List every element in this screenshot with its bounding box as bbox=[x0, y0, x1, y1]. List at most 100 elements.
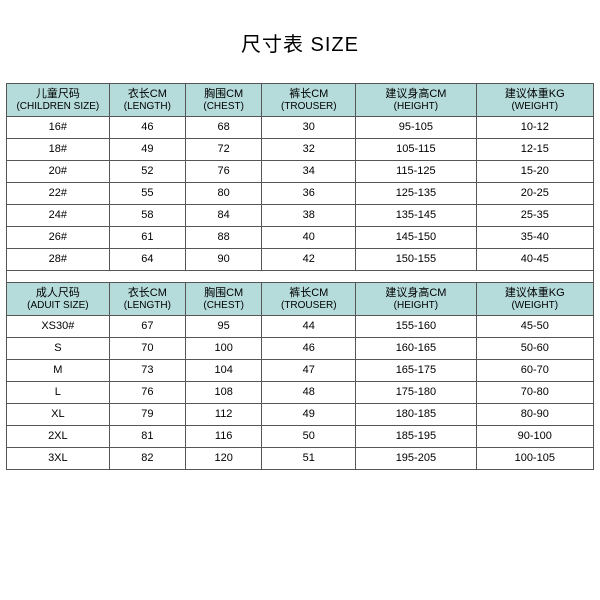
cell: 100 bbox=[186, 338, 262, 360]
cell: 50-60 bbox=[476, 338, 593, 360]
cell: 76 bbox=[109, 382, 185, 404]
adult-row: L7610848175-18070-80 bbox=[7, 382, 594, 404]
children-header-cell: 建议体重KG(WEIGHT) bbox=[476, 84, 593, 117]
cell: 67 bbox=[109, 316, 185, 338]
header-en: (CHEST) bbox=[188, 101, 259, 113]
cell: 64 bbox=[109, 249, 185, 271]
cell: 45-50 bbox=[476, 316, 593, 338]
header-cn: 建议体重KG bbox=[479, 287, 591, 300]
cell: 160-165 bbox=[356, 338, 476, 360]
cell: 48 bbox=[262, 382, 356, 404]
cell: 100-105 bbox=[476, 448, 593, 470]
cell: 46 bbox=[262, 338, 356, 360]
cell: 2XL bbox=[7, 426, 110, 448]
cell: 88 bbox=[186, 227, 262, 249]
header-en: (WEIGHT) bbox=[479, 101, 591, 113]
header-cn: 裤长CM bbox=[264, 88, 353, 101]
adult-row: XS30#679544155-16045-50 bbox=[7, 316, 594, 338]
cell: 175-180 bbox=[356, 382, 476, 404]
cell: 24# bbox=[7, 205, 110, 227]
cell: 60-70 bbox=[476, 360, 593, 382]
header-en: (TROUSER) bbox=[264, 300, 353, 312]
cell: 84 bbox=[186, 205, 262, 227]
cell: 135-145 bbox=[356, 205, 476, 227]
header-en: (CHEST) bbox=[188, 300, 259, 312]
cell: 95 bbox=[186, 316, 262, 338]
header-en: (LENGTH) bbox=[112, 101, 183, 113]
adult-header-row: 成人尺码(ADUIT SIZE)衣长CM(LENGTH)胸围CM(CHEST)裤… bbox=[7, 283, 594, 316]
cell: XS30# bbox=[7, 316, 110, 338]
cell: 61 bbox=[109, 227, 185, 249]
children-row: 28#649042150-15540-45 bbox=[7, 249, 594, 271]
cell: 40-45 bbox=[476, 249, 593, 271]
cell: 80 bbox=[186, 183, 262, 205]
cell: 36 bbox=[262, 183, 356, 205]
adult-header-cell: 衣长CM(LENGTH) bbox=[109, 283, 185, 316]
cell: 90-100 bbox=[476, 426, 593, 448]
cell: 180-185 bbox=[356, 404, 476, 426]
cell: 105-115 bbox=[356, 139, 476, 161]
adult-row: 3XL8212051195-205100-105 bbox=[7, 448, 594, 470]
children-header-cell: 胸围CM(CHEST) bbox=[186, 84, 262, 117]
page-title: 尺寸表 SIZE bbox=[6, 28, 594, 57]
gap-cell bbox=[7, 271, 594, 283]
header-en: (ADUIT SIZE) bbox=[9, 300, 107, 312]
cell: 76 bbox=[186, 161, 262, 183]
cell: 51 bbox=[262, 448, 356, 470]
cell: 90 bbox=[186, 249, 262, 271]
header-cn: 成人尺码 bbox=[9, 287, 107, 300]
cell: 18# bbox=[7, 139, 110, 161]
cell: 80-90 bbox=[476, 404, 593, 426]
cell: L bbox=[7, 382, 110, 404]
section-gap bbox=[7, 271, 594, 283]
cell: 81 bbox=[109, 426, 185, 448]
cell: 72 bbox=[186, 139, 262, 161]
cell: 15-20 bbox=[476, 161, 593, 183]
cell: XL bbox=[7, 404, 110, 426]
cell: S bbox=[7, 338, 110, 360]
children-header-cell: 裤长CM(TROUSER) bbox=[262, 84, 356, 117]
cell: 95-105 bbox=[356, 117, 476, 139]
children-header-cell: 建议身高CM(HEIGHT) bbox=[356, 84, 476, 117]
adult-row: XL7911249180-18580-90 bbox=[7, 404, 594, 426]
cell: 49 bbox=[109, 139, 185, 161]
header-en: (HEIGHT) bbox=[358, 101, 473, 113]
cell: 185-195 bbox=[356, 426, 476, 448]
children-header-cell: 儿童尺码(CHILDREN SIZE) bbox=[7, 84, 110, 117]
header-cn: 衣长CM bbox=[112, 287, 183, 300]
cell: 58 bbox=[109, 205, 185, 227]
cell: 20# bbox=[7, 161, 110, 183]
header-cn: 衣长CM bbox=[112, 88, 183, 101]
cell: 46 bbox=[109, 117, 185, 139]
cell: 42 bbox=[262, 249, 356, 271]
header-cn: 裤长CM bbox=[264, 287, 353, 300]
cell: 104 bbox=[186, 360, 262, 382]
cell: 44 bbox=[262, 316, 356, 338]
cell: 3XL bbox=[7, 448, 110, 470]
header-en: (CHILDREN SIZE) bbox=[9, 101, 107, 113]
adult-header-cell: 裤长CM(TROUSER) bbox=[262, 283, 356, 316]
cell: 35-40 bbox=[476, 227, 593, 249]
cell: 116 bbox=[186, 426, 262, 448]
cell: 52 bbox=[109, 161, 185, 183]
cell: 195-205 bbox=[356, 448, 476, 470]
size-table: 儿童尺码(CHILDREN SIZE)衣长CM(LENGTH)胸围CM(CHES… bbox=[6, 83, 594, 470]
cell: 28# bbox=[7, 249, 110, 271]
header-en: (LENGTH) bbox=[112, 300, 183, 312]
header-cn: 建议身高CM bbox=[358, 287, 473, 300]
adult-header-cell: 胸围CM(CHEST) bbox=[186, 283, 262, 316]
adult-header-cell: 建议身高CM(HEIGHT) bbox=[356, 283, 476, 316]
cell: 34 bbox=[262, 161, 356, 183]
header-en: (TROUSER) bbox=[264, 101, 353, 113]
adult-row: S7010046160-16550-60 bbox=[7, 338, 594, 360]
cell: 49 bbox=[262, 404, 356, 426]
adult-row: 2XL8111650185-19590-100 bbox=[7, 426, 594, 448]
cell: 10-12 bbox=[476, 117, 593, 139]
cell: 73 bbox=[109, 360, 185, 382]
cell: 22# bbox=[7, 183, 110, 205]
cell: 38 bbox=[262, 205, 356, 227]
cell: 12-15 bbox=[476, 139, 593, 161]
children-row: 26#618840145-15035-40 bbox=[7, 227, 594, 249]
header-cn: 建议体重KG bbox=[479, 88, 591, 101]
cell: 47 bbox=[262, 360, 356, 382]
